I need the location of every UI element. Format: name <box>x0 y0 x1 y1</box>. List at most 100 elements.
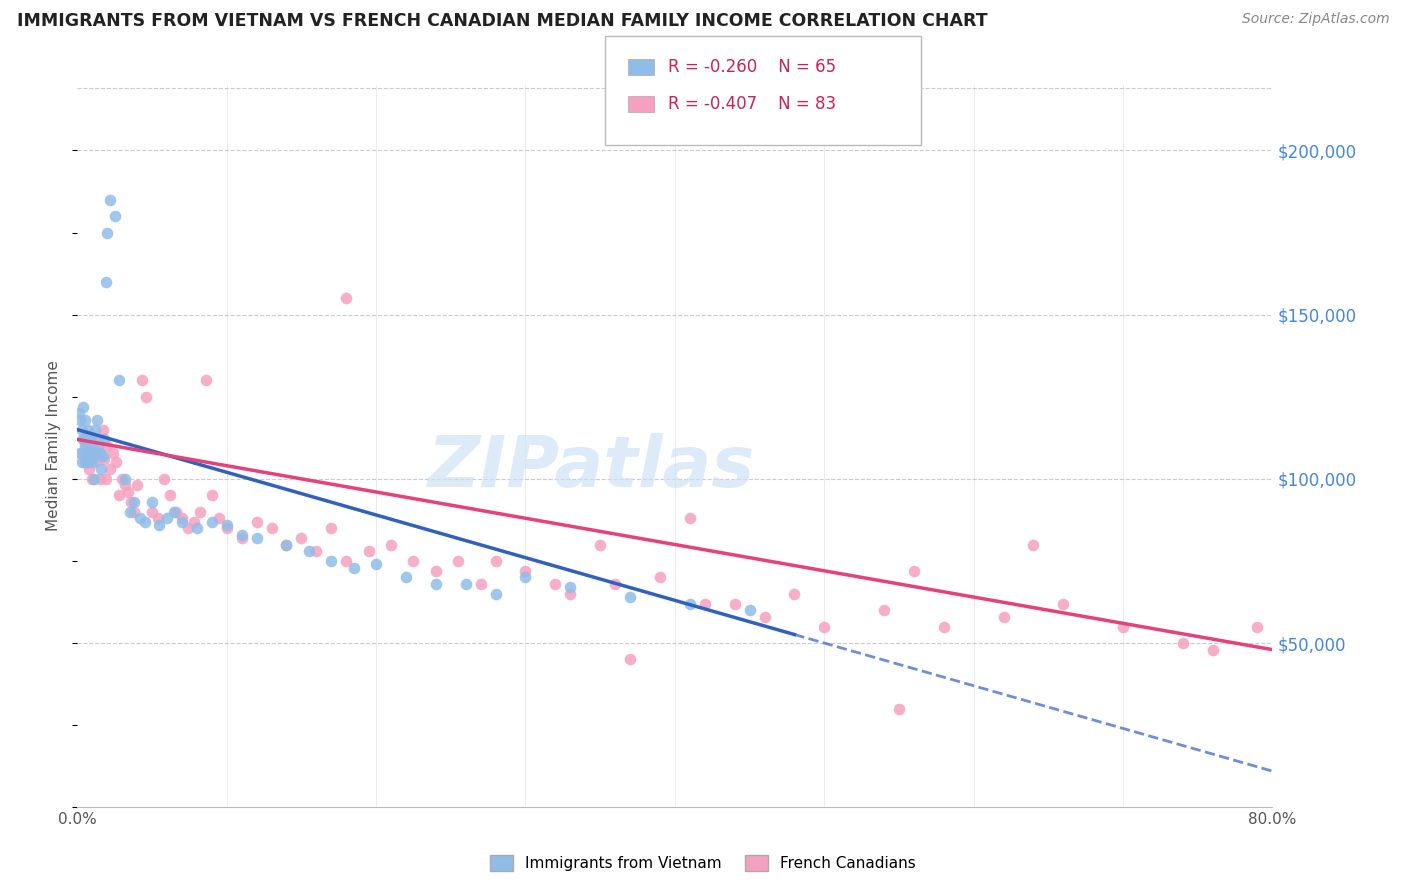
Point <box>75 433 97 447</box>
Point <box>111 472 134 486</box>
Point <box>122 495 145 509</box>
Point <box>83 472 105 486</box>
Point <box>75 445 97 459</box>
Point <box>903 564 925 578</box>
Point <box>679 511 702 525</box>
Point <box>783 587 806 601</box>
Point <box>73 413 96 427</box>
Point <box>544 577 567 591</box>
Point <box>231 531 253 545</box>
Point <box>79 445 101 459</box>
Point <box>131 373 153 387</box>
Point <box>98 462 121 476</box>
Point <box>321 554 343 568</box>
Point <box>194 373 217 387</box>
Point <box>70 423 93 437</box>
Point <box>159 488 181 502</box>
Point <box>83 445 105 459</box>
Point <box>515 570 537 584</box>
Point <box>69 445 91 459</box>
Point <box>94 472 117 486</box>
Point <box>72 400 94 414</box>
Point <box>156 511 179 525</box>
Point <box>188 505 211 519</box>
Point <box>177 521 200 535</box>
Point <box>91 423 114 437</box>
Point <box>108 488 131 502</box>
Point <box>87 439 110 453</box>
Point <box>118 505 141 519</box>
Point <box>86 413 108 427</box>
Point <box>70 455 93 469</box>
Point <box>1052 597 1074 611</box>
Point <box>366 558 388 572</box>
Point <box>1022 537 1045 551</box>
Point <box>873 603 896 617</box>
Point <box>108 373 131 387</box>
Point <box>76 455 98 469</box>
Point <box>993 609 1015 624</box>
Point <box>335 554 357 568</box>
Point <box>589 537 612 551</box>
Point <box>153 472 176 486</box>
Point <box>201 515 224 529</box>
Point <box>1246 619 1268 633</box>
Y-axis label: Median Family Income: Median Family Income <box>46 360 62 532</box>
Point <box>79 462 101 476</box>
Point <box>260 521 283 535</box>
Point <box>86 445 108 459</box>
Point <box>560 587 582 601</box>
Point <box>231 527 253 541</box>
Text: R = -0.260    N = 65: R = -0.260 N = 65 <box>668 58 837 76</box>
Point <box>135 390 157 404</box>
Point <box>90 449 112 463</box>
Point <box>515 564 537 578</box>
Point <box>148 517 170 532</box>
Point <box>93 452 115 467</box>
Point <box>754 609 776 624</box>
Point <box>84 423 107 437</box>
Text: IMMIGRANTS FROM VIETNAM VS FRENCH CANADIAN MEDIAN FAMILY INCOME CORRELATION CHAR: IMMIGRANTS FROM VIETNAM VS FRENCH CANADI… <box>17 12 987 29</box>
Point <box>67 406 90 420</box>
Point <box>72 433 94 447</box>
Point <box>425 564 447 578</box>
Point <box>103 445 124 459</box>
Point <box>1112 619 1135 633</box>
Point <box>146 511 169 525</box>
Point <box>134 515 156 529</box>
Point <box>357 544 380 558</box>
Point <box>79 433 101 447</box>
Point <box>80 449 103 463</box>
Point <box>402 554 425 568</box>
Point <box>395 570 418 584</box>
Point <box>693 597 716 611</box>
Point <box>887 702 910 716</box>
Point <box>183 515 205 529</box>
Point <box>104 209 127 223</box>
Point <box>1202 642 1225 657</box>
Point <box>932 619 955 633</box>
Text: ZIPatlas: ZIPatlas <box>427 434 755 502</box>
Point <box>89 445 111 459</box>
Point <box>122 505 145 519</box>
Point <box>215 521 238 535</box>
Point <box>305 544 328 558</box>
Point <box>141 495 163 509</box>
Point <box>470 577 492 591</box>
Point <box>87 433 110 447</box>
Point <box>105 455 128 469</box>
Point <box>208 511 231 525</box>
Point <box>813 619 835 633</box>
Point <box>454 577 477 591</box>
Point <box>485 554 508 568</box>
Point <box>73 455 96 469</box>
Point <box>96 439 118 453</box>
Point <box>89 472 111 486</box>
Point <box>298 544 321 558</box>
Point <box>94 275 117 289</box>
Point <box>246 515 269 529</box>
Point <box>93 433 115 447</box>
Point <box>82 472 104 486</box>
Point <box>170 511 193 525</box>
Point <box>127 478 149 492</box>
